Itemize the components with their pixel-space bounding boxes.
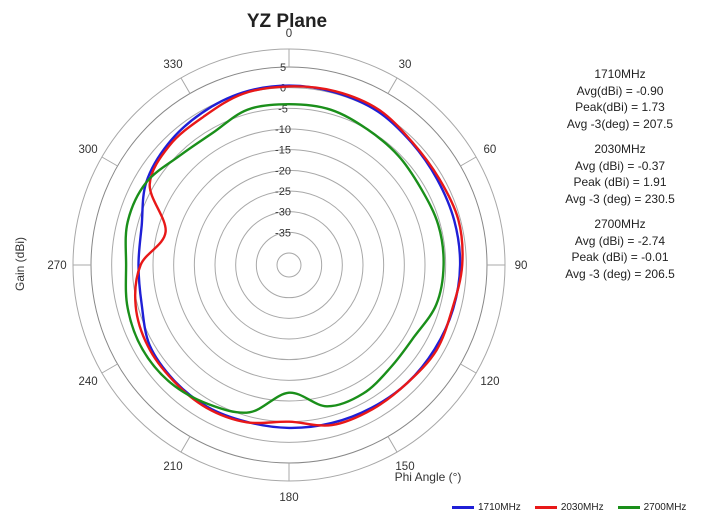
grid-spoke xyxy=(180,436,191,453)
radial-tick-label: -20 xyxy=(275,165,291,177)
legend-label: 2700MHz xyxy=(643,502,687,513)
stats-row: Avg (dBi) = -2.74 xyxy=(574,233,666,248)
grid-ring xyxy=(193,169,385,361)
angle-tick-label: 330 xyxy=(163,59,182,71)
legend-item-2700: 2700MHz xyxy=(617,502,687,513)
legend-swatch xyxy=(534,506,557,509)
stats-panel: 1710MHz Avg(dBi) = -0.90 Peak(dBi) = 1.7… xyxy=(545,66,695,291)
stats-row: Peak (dBi) = 1.91 xyxy=(573,175,667,189)
grid-ring xyxy=(276,252,302,278)
radial-tick-labels: 5 0 -5 -10 -15 -20 -25 -30 -35 xyxy=(275,62,291,239)
series-line-2030MHz xyxy=(134,85,464,427)
grid-ring xyxy=(255,231,323,299)
grid-spoke xyxy=(460,363,477,374)
grid-spoke xyxy=(460,156,477,167)
radial-tick-label: -15 xyxy=(275,145,291,157)
angle-tick-label: 30 xyxy=(399,59,412,71)
series-line-2700MHz xyxy=(124,103,445,414)
angle-tick-label: 270 xyxy=(47,260,66,272)
radial-tick-label: -25 xyxy=(275,186,291,198)
stats-row: Peak(dBi) = 1.73 xyxy=(575,100,665,114)
legend: 1710MHz 2030MHz 2700MHz xyxy=(452,502,686,513)
grid-ring xyxy=(235,211,343,319)
angle-tick-label: 180 xyxy=(279,492,298,504)
grid-ring xyxy=(111,87,467,443)
stats-row: Peak (dBi) = -0.01 xyxy=(571,250,669,264)
series-layer xyxy=(124,84,464,430)
legend-item-1710: 1710MHz xyxy=(452,502,521,513)
angle-tick-label: 240 xyxy=(78,376,97,388)
grid-ring xyxy=(173,149,405,381)
stats-freq-label: 2700MHz xyxy=(594,217,646,231)
grid-ring xyxy=(214,190,364,340)
stats-freq-label: 2030MHz xyxy=(594,142,646,156)
stats-row: Avg -3 (deg) = 206.5 xyxy=(565,266,675,281)
legend-swatch xyxy=(617,506,640,509)
stats-freq-label: 1710MHz xyxy=(594,67,646,81)
grid-spoke xyxy=(101,363,118,374)
grid-ring xyxy=(152,128,426,402)
angle-tick-label: 210 xyxy=(163,461,182,473)
angle-tick-label: 60 xyxy=(484,144,497,156)
stats-row: Avg -3(deg) = 207.5 xyxy=(566,116,674,131)
angle-tick-label: 300 xyxy=(78,144,97,156)
stats-block-2030: 2030MHz Avg (dBi) = -0.37 Peak (dBi) = 1… xyxy=(545,141,695,207)
angle-tick-label: 120 xyxy=(480,376,499,388)
stats-row: Avg (dBi) = -0.37 xyxy=(574,158,666,173)
angle-tick-label: 90 xyxy=(515,260,528,272)
grid-spoke xyxy=(387,77,398,94)
legend-item-2030: 2030MHz xyxy=(534,502,604,513)
legend-swatch xyxy=(452,506,474,509)
legend-label: 2030MHz xyxy=(560,502,604,513)
radial-tick-label: -35 xyxy=(275,227,291,239)
radial-axis-label: Gain (dBi) xyxy=(13,237,27,291)
stats-block-2700: 2700MHz Avg (dBi) = -2.74 Peak (dBi) = -… xyxy=(545,216,695,282)
angle-tick-label: 0 xyxy=(286,28,292,40)
radial-tick-label: 0 xyxy=(280,83,286,95)
radial-tick-label: -10 xyxy=(275,124,291,136)
angular-axis-label: Phi Angle (°) xyxy=(395,470,462,484)
legend-label: 1710MHz xyxy=(478,502,521,513)
stats-row: Avg(dBi) = -0.90 xyxy=(576,83,664,98)
grid-spoke xyxy=(101,156,118,167)
stats-row: Avg -3 (deg) = 230.5 xyxy=(565,191,675,206)
radial-tick-label: 5 xyxy=(280,62,286,74)
grid-spoke xyxy=(387,436,398,453)
stats-block-1710: 1710MHz Avg(dBi) = -0.90 Peak(dBi) = 1.7… xyxy=(545,66,695,132)
radial-tick-label: -5 xyxy=(278,103,288,115)
angle-tick-labels: 0 30 60 90 120 150 180 210 240 270 300 330 xyxy=(47,28,527,504)
grid-spoke xyxy=(180,77,191,94)
angle-tick-label: 150 xyxy=(395,461,414,473)
chart-title: YZ Plane xyxy=(247,11,327,32)
radial-tick-label: -30 xyxy=(275,207,291,219)
